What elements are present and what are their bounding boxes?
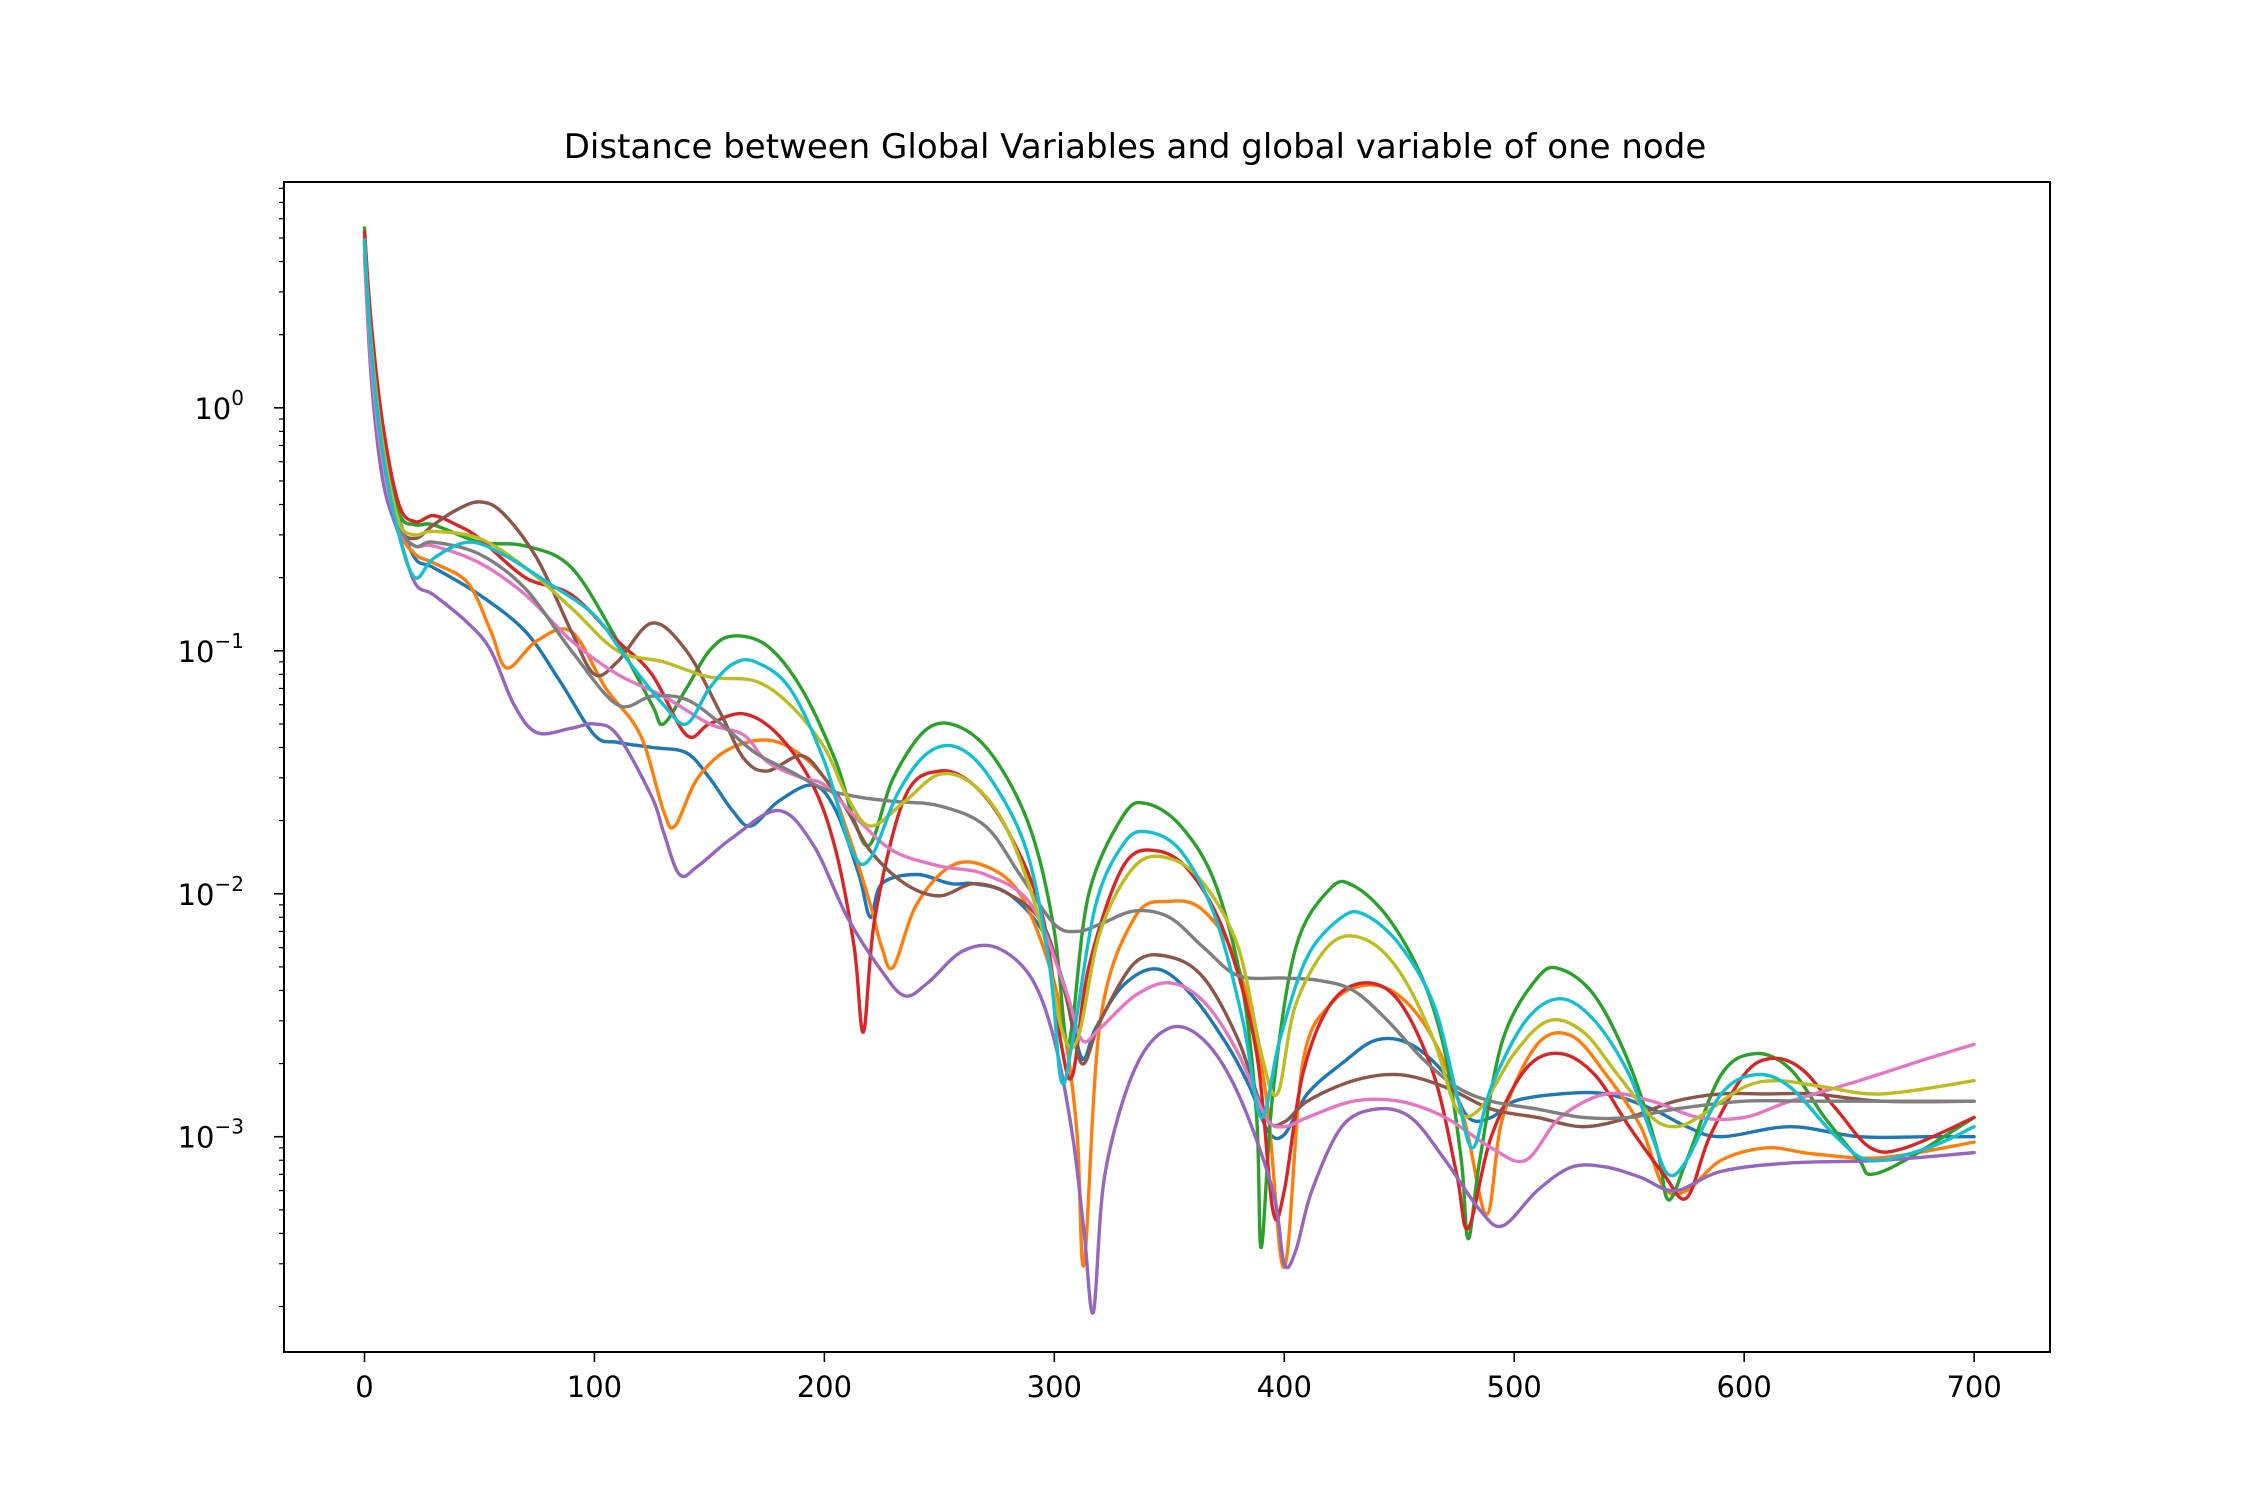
x-tick-label: 500 [1487, 1370, 1542, 1404]
series-line-9 [362, 242, 1976, 1129]
axes-frame [283, 181, 2051, 1353]
series-line-10 [362, 238, 1976, 1178]
series-line-5 [362, 252, 1976, 1315]
series-line-8 [362, 245, 1976, 1121]
series-line-6 [362, 240, 1976, 1129]
x-tick-label: 300 [1027, 1370, 1082, 1404]
x-tick-label: 700 [1946, 1370, 2001, 1404]
series-line-3 [362, 226, 1976, 1250]
x-tick-label: 400 [1257, 1370, 1312, 1404]
series-layer [362, 226, 1976, 1315]
x-tick-label: 200 [797, 1370, 852, 1404]
tick-layer: 0 100 200 300 400 500 600 700 10−3 10−2 10−1 100 [178, 187, 2002, 1404]
y-tick-label: 10−1 [178, 629, 244, 669]
y-tick-label: 10−2 [178, 872, 244, 912]
x-tick-label: 0 [355, 1370, 373, 1404]
y-tick-label: 100 [194, 386, 244, 426]
x-tick-label: 600 [1716, 1370, 1771, 1404]
chart-title: Distance between Global Variables and gl… [564, 127, 1707, 167]
y-tick-label: 10−3 [178, 1115, 244, 1155]
x-tick-label: 100 [567, 1370, 622, 1404]
